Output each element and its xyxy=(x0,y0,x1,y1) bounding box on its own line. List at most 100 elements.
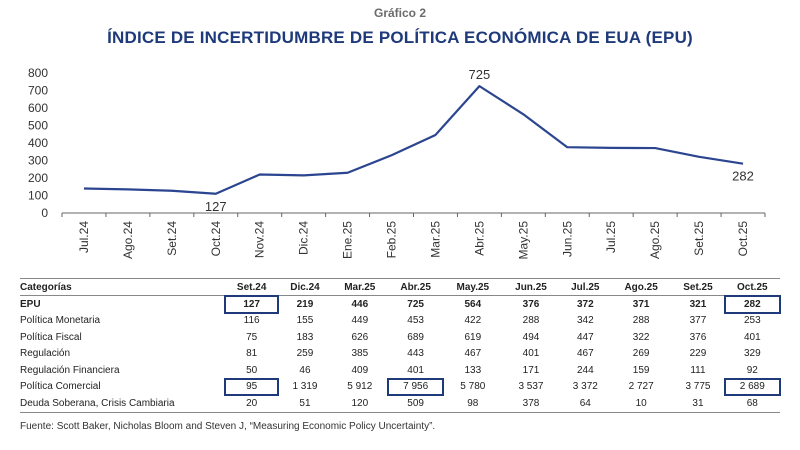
data-label: 725 xyxy=(469,67,491,82)
table-cell: 446 xyxy=(351,298,369,310)
table-cell: 422 xyxy=(464,315,482,327)
table-cell: 564 xyxy=(464,298,482,310)
table-cell: 20 xyxy=(246,397,258,409)
table-cell: 3 775 xyxy=(685,381,711,393)
table-cell: 385 xyxy=(351,348,369,360)
table-cell: 46 xyxy=(299,364,311,376)
y-tick-label: 200 xyxy=(28,171,48,185)
epu-line-chart: 0 100 200 300 400 500 600 700 800 Jul.24 Ago.24 Se… xyxy=(28,66,766,259)
table-cell: 467 xyxy=(576,348,594,360)
table-cell: 322 xyxy=(632,331,650,343)
x-axis: Jul.24 Ago.24 Set.24 Oct.24 Nov.24 Dic.24 Ene.… xyxy=(61,212,766,259)
table-cell: 377 xyxy=(689,315,707,327)
table-cell: 321 xyxy=(689,298,707,310)
table-cell: 159 xyxy=(632,364,650,376)
table-cell: 68 xyxy=(746,397,758,409)
table-cell: 92 xyxy=(746,364,758,376)
table-cell: 133 xyxy=(464,364,482,376)
table-cell: 5 780 xyxy=(460,381,486,393)
table-cell: 64 xyxy=(579,397,591,409)
x-tick-label: Mar.25 xyxy=(428,221,442,258)
x-tick-label: Abr.25 xyxy=(472,221,486,256)
column-header: Oct.25 xyxy=(737,281,768,293)
chart-kicker: Gráfico 2 xyxy=(373,6,427,20)
table-cell: 229 xyxy=(689,348,707,360)
table-cell: 155 xyxy=(296,315,314,327)
table-cell: 329 xyxy=(743,348,761,360)
highlighted-cell: 95 xyxy=(223,377,280,396)
data-label: 127 xyxy=(205,199,227,214)
row-label: Regulación Financiera xyxy=(20,364,120,376)
y-tick-label: 100 xyxy=(28,189,48,203)
chart-title: ÍNDICE DE INCERTIDUMBRE DE POLÍTICA ECON… xyxy=(107,28,693,47)
table-cell: 453 xyxy=(407,315,424,327)
table-cell: 288 xyxy=(632,315,650,327)
table-row: Deuda Soberana, Crisis Cambiaria 20 51 120 5… xyxy=(20,395,780,412)
table-cell: 81 xyxy=(246,348,258,360)
x-tick-label: Jul.24 xyxy=(77,221,91,253)
table-cell: 31 xyxy=(692,397,704,409)
x-tick-label: Ene.25 xyxy=(341,221,355,259)
y-tick-label: 0 xyxy=(41,206,48,220)
row-label: Política Monetaria xyxy=(20,315,101,327)
table-cell: 120 xyxy=(351,397,369,409)
table-cell: 269 xyxy=(632,348,650,360)
table-cell: 2 727 xyxy=(628,381,654,393)
x-tick-label: Set.24 xyxy=(165,221,179,256)
table-cell: 378 xyxy=(522,397,540,409)
table-cell: 116 xyxy=(243,315,260,327)
table-row: Política Fiscal 75 183 626 689 619 494 447 322 37… xyxy=(20,329,780,346)
column-header-categories: Categorías xyxy=(20,281,72,293)
table-cell: 401 xyxy=(743,331,761,343)
table-cell: 689 xyxy=(407,331,424,343)
y-tick-label: 400 xyxy=(28,136,48,150)
table-header-row: Categorías Set.24 Dic.24 Mar.25 Abr.25 May.25… xyxy=(20,278,780,296)
table-row: Regulación 81 259 385 443 467 401 467 269 229 329 xyxy=(20,346,780,363)
epu-series-line xyxy=(83,85,744,195)
table-cell: 447 xyxy=(576,331,594,343)
x-tick-label: Jun.25 xyxy=(560,221,574,257)
table-cell: 401 xyxy=(407,364,424,376)
table-cell: 401 xyxy=(522,348,540,360)
table-cell: 183 xyxy=(296,331,314,343)
y-tick-label: 800 xyxy=(28,66,48,80)
table-cell: 75 xyxy=(246,331,258,343)
highlighted-cell: 7 956 xyxy=(386,377,445,396)
x-tick-label: Ago.24 xyxy=(121,221,135,259)
table-cell: 449 xyxy=(351,315,369,327)
highlighted-cell: 127 xyxy=(223,294,280,314)
column-header: May.25 xyxy=(456,281,490,293)
table-cell: 626 xyxy=(351,331,369,343)
table-cell: 111 xyxy=(690,364,706,376)
column-header: Jul.25 xyxy=(571,281,600,293)
x-tick-label: Nov.24 xyxy=(253,221,267,258)
column-header: Jun.25 xyxy=(515,281,547,293)
table-cell: 371 xyxy=(632,298,650,310)
table-cell: 467 xyxy=(464,348,482,360)
y-tick-label: 500 xyxy=(28,119,48,133)
row-label: Deuda Soberana, Crisis Cambiaria xyxy=(20,397,175,409)
table-cell: 725 xyxy=(407,298,424,310)
row-label: Política Fiscal xyxy=(20,331,82,343)
annotations: 127 725 282 xyxy=(205,67,754,214)
table-cell: 244 xyxy=(576,364,594,376)
y-axis: 0 100 200 300 400 500 600 700 800 xyxy=(28,66,48,220)
column-header: Mar.25 xyxy=(344,281,376,293)
epu-components-table: Categorías Set.24 Dic.24 Mar.25 Abr.25 May.25… xyxy=(20,278,782,413)
table-cell: 342 xyxy=(576,315,594,327)
table-cell: 98 xyxy=(467,397,479,409)
table-cell: 509 xyxy=(407,397,424,409)
table-row: Política Monetaria 116 155 449 453 422 288 342 2… xyxy=(20,313,780,330)
table-body: EPU 127 219 446 725 564 376 372 371 321 282 Polític… xyxy=(20,294,782,412)
row-label: Regulación xyxy=(20,348,71,360)
table-cell: 3 537 xyxy=(518,381,544,393)
column-header: Set.24 xyxy=(236,281,267,293)
row-label: Política Comercial xyxy=(20,381,101,393)
y-tick-label: 300 xyxy=(28,154,48,168)
table-cell: 171 xyxy=(522,364,540,376)
table-cell: 409 xyxy=(351,364,369,376)
column-header: Dic.24 xyxy=(290,281,320,293)
column-header: Abr.25 xyxy=(400,281,431,293)
table-cell: 372 xyxy=(576,298,594,310)
table-row: Política Comercial 95 1 319 5 912 7 956 5 780… xyxy=(20,377,782,396)
